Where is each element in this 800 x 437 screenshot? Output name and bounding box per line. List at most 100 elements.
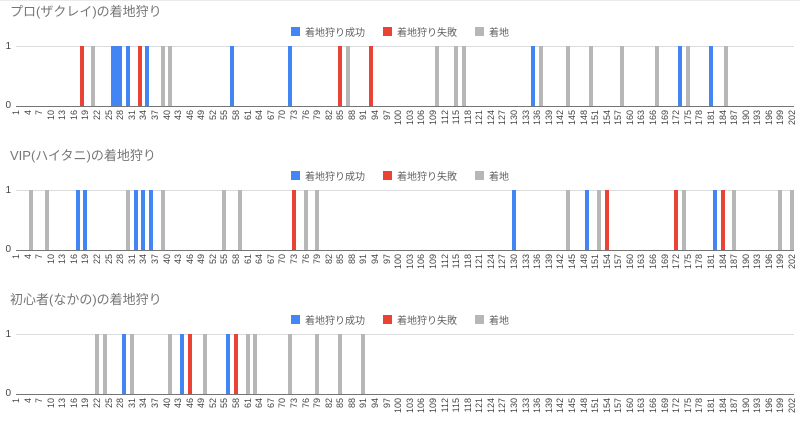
- bar-land-x115: [454, 46, 459, 106]
- bar-fail-x172: [674, 190, 679, 250]
- x-tick-175: 175: [682, 398, 693, 414]
- x-tick-178: 178: [694, 110, 705, 126]
- legend-item-success: 着地狩り成功: [291, 168, 365, 183]
- legend-item-land: 着地: [475, 168, 509, 183]
- bar-success-x181: [708, 46, 713, 106]
- y-tick-0: 0: [5, 244, 11, 255]
- plot-area-vip: [16, 190, 795, 251]
- x-tick-25: 25: [103, 254, 114, 265]
- legend-swatch-success: [291, 314, 300, 324]
- x-tick-151: 151: [590, 398, 601, 414]
- x-tick-157: 157: [613, 110, 624, 126]
- bar-land-x175: [685, 46, 690, 106]
- x-tick-163: 163: [636, 398, 647, 414]
- x-tick-121: 121: [474, 254, 485, 270]
- legend-item-success: 着地狩り成功: [291, 312, 365, 327]
- x-tick-55: 55: [219, 110, 230, 121]
- bar-land-x41: [168, 334, 173, 394]
- legend-label-land: 着地: [489, 315, 509, 327]
- x-tick-100: 100: [393, 398, 404, 414]
- x-tick-97: 97: [381, 254, 392, 265]
- x-tick-139: 139: [543, 398, 554, 414]
- x-tick-97: 97: [381, 110, 392, 121]
- x-tick-73: 73: [288, 398, 299, 409]
- x-tick-67: 67: [265, 110, 276, 121]
- x-tick-64: 64: [254, 254, 265, 265]
- x-tick-49: 49: [196, 110, 207, 121]
- x-tick-190: 190: [740, 398, 751, 414]
- x-tick-148: 148: [578, 398, 589, 414]
- x-tick-124: 124: [485, 110, 496, 126]
- bar-success-x56: [226, 334, 231, 394]
- x-tick-109: 109: [427, 398, 438, 414]
- x-axis-labels-pro: 1 4 7 10 13 16 19 22 25 28 31 34 37 40 43 46 49 52 55 58 61 6…: [11, 107, 797, 149]
- x-tick-127: 127: [497, 110, 508, 126]
- bar-success-x32: [133, 190, 138, 250]
- x-tick-37: 37: [149, 254, 160, 265]
- x-tick-124: 124: [485, 398, 496, 414]
- x-tick-1: 1: [11, 110, 21, 116]
- x-tick-28: 28: [115, 254, 126, 265]
- bar-success-x182: [712, 190, 717, 250]
- bar-land-x187: [732, 190, 737, 250]
- bar-success-x26: [110, 46, 115, 106]
- x-tick-7: 7: [34, 254, 45, 260]
- x-tick-202: 202: [787, 254, 798, 270]
- legend-label-success: 着地狩り成功: [305, 27, 365, 39]
- legend-item-fail: 着地狩り失敗: [383, 312, 457, 327]
- bar-fail-x46: [187, 334, 192, 394]
- bar-land-x9: [44, 190, 49, 250]
- plot-area-pro: [16, 46, 794, 107]
- x-tick-130: 130: [509, 254, 520, 270]
- bar-land-x30: [125, 190, 130, 250]
- x-tick-34: 34: [138, 398, 149, 409]
- bar-land-x63: [253, 334, 258, 394]
- x-tick-133: 133: [520, 398, 531, 414]
- x-tick-160: 160: [624, 110, 635, 126]
- legend-item-land: 着地: [475, 24, 509, 39]
- x-tick-94: 94: [370, 398, 381, 409]
- x-tick-91: 91: [358, 254, 369, 265]
- x-tick-199: 199: [775, 254, 786, 270]
- x-tick-85: 85: [335, 254, 346, 265]
- legend-label-fail: 着地狩り失敗: [397, 315, 457, 327]
- bar-land-x91: [361, 334, 366, 394]
- x-tick-13: 13: [57, 110, 68, 121]
- x-tick-25: 25: [103, 398, 114, 409]
- bar-success-x17: [75, 190, 80, 250]
- x-tick-70: 70: [277, 254, 288, 265]
- x-tick-160: 160: [624, 254, 635, 270]
- y-tick-1: 1: [5, 185, 11, 196]
- x-tick-112: 112: [439, 110, 450, 125]
- x-tick-91: 91: [358, 110, 369, 121]
- bar-fail-x73: [291, 190, 296, 250]
- bar-success-x135: [531, 46, 536, 106]
- bar-success-x173: [678, 46, 683, 106]
- x-axis-labels-vip: 1 4 7 10 13 16 19 22 25 28 31 34 37 40 43 46 49 52 55 58 61 6…: [11, 251, 798, 293]
- x-tick-52: 52: [207, 254, 218, 265]
- legend-item-fail: 着地狩り失敗: [383, 168, 457, 183]
- x-tick-166: 166: [648, 398, 659, 414]
- x-tick-193: 193: [752, 398, 763, 414]
- x-tick-151: 151: [590, 110, 601, 126]
- x-tick-10: 10: [45, 110, 56, 121]
- x-tick-106: 106: [416, 110, 427, 126]
- x-tick-187: 187: [729, 110, 740, 126]
- x-tick-139: 139: [543, 254, 554, 270]
- x-tick-163: 163: [636, 110, 647, 126]
- x-tick-61: 61: [242, 110, 253, 121]
- x-tick-175: 175: [682, 254, 693, 270]
- x-tick-55: 55: [219, 398, 230, 409]
- x-tick-103: 103: [404, 398, 415, 414]
- x-tick-19: 19: [80, 110, 91, 121]
- x-tick-94: 94: [370, 254, 381, 265]
- legend-label-fail: 着地狩り失敗: [397, 27, 457, 39]
- x-tick-88: 88: [346, 398, 357, 409]
- bar-land-x24: [102, 334, 107, 394]
- bar-land-x150: [589, 46, 594, 106]
- x-tick-1: 1: [11, 254, 21, 260]
- x-tick-43: 43: [173, 110, 184, 121]
- x-tick-22: 22: [92, 254, 103, 265]
